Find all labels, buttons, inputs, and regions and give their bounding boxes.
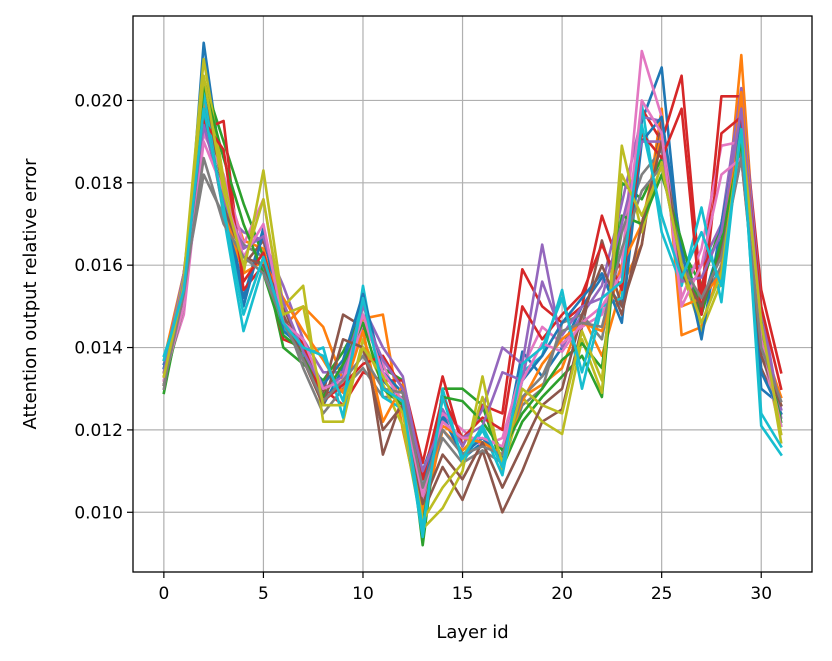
y-tick-label: 0.012	[74, 421, 123, 441]
y-tick-label: 0.018	[74, 174, 123, 194]
x-tick-label: 10	[352, 584, 374, 604]
x-tick-label: 25	[651, 584, 673, 604]
series-line	[162, 99, 783, 498]
series-line	[162, 74, 783, 522]
y-tick-label: 0.020	[74, 91, 123, 111]
y-axis-label: Attention output relative error	[20, 158, 41, 430]
plot-frame	[132, 15, 813, 573]
y-tick-label: 0.016	[74, 256, 123, 276]
y-tick-label: 0.014	[74, 339, 123, 359]
y-tick-label: 0.010	[74, 503, 123, 523]
series-lines	[162, 41, 783, 547]
x-axis-label: Layer id	[436, 622, 508, 643]
x-axis: 0 5 10 15 20 25 30	[158, 572, 772, 604]
x-tick-label: 30	[750, 584, 772, 604]
y-axis: 0.010 0.012 0.014 0.016 0.018 0.020	[74, 91, 133, 523]
series-line	[162, 107, 783, 531]
x-tick-label: 5	[258, 584, 269, 604]
x-tick-label: 20	[551, 584, 573, 604]
x-tick-label: 0	[158, 584, 169, 604]
x-tick-label: 15	[452, 584, 474, 604]
